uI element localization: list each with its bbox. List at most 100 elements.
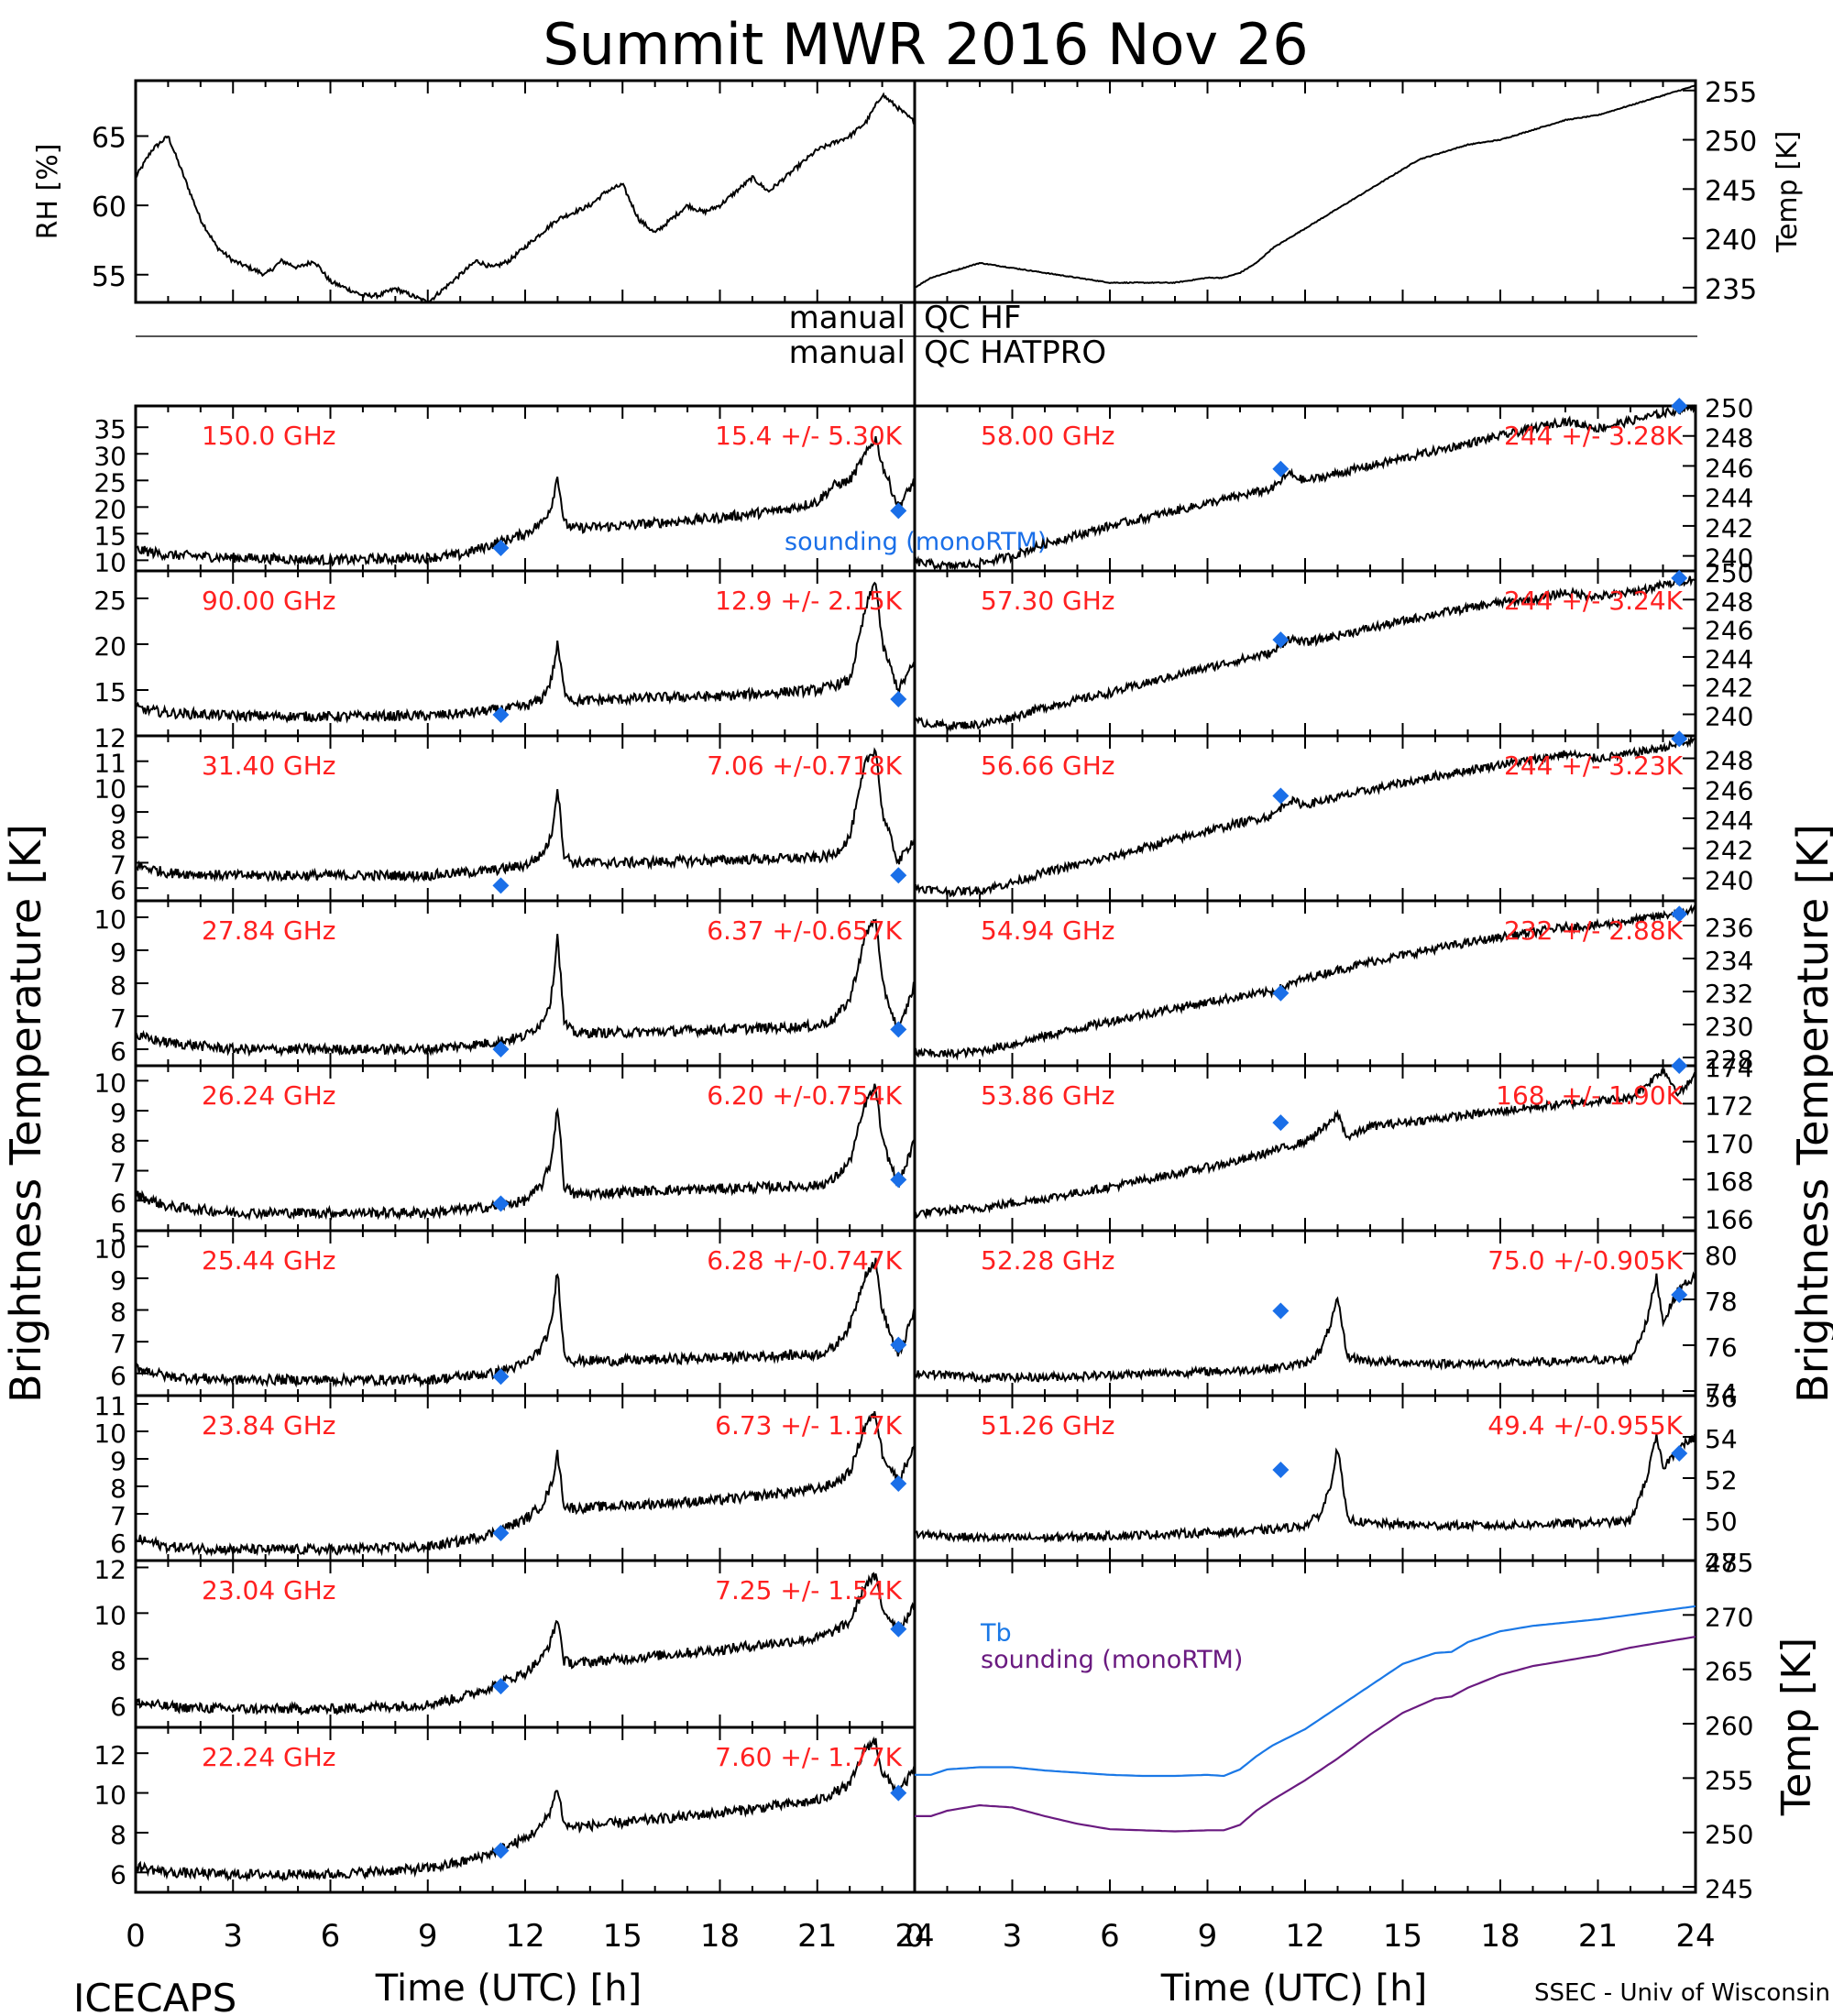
rh-y-tick-label: 65 xyxy=(92,123,126,155)
ch5126-frequency-label: 51.26 GHz xyxy=(981,1410,1115,1441)
ch5228-stats-label: 75.0 +/-0.905K xyxy=(1487,1245,1683,1276)
temp-y-tick-label: 245 xyxy=(1705,175,1757,207)
ch3140-y-tick-label: 10 xyxy=(93,773,126,804)
ch5800-sounding-marker xyxy=(1272,460,1290,477)
ch5800-y-tick-label: 242 xyxy=(1705,513,1753,543)
ch5730-sounding-marker xyxy=(1272,631,1290,649)
ch5666-frequency-label: 56.66 GHz xyxy=(981,751,1115,781)
ch5730-y-tick-label: 240 xyxy=(1705,702,1753,732)
blackbody-y-tick-label: 245 xyxy=(1705,1874,1753,1904)
ch2624-y-tick-label: 8 xyxy=(110,1128,126,1158)
ch2304-y-tick-label: 6 xyxy=(110,1692,126,1722)
blackbody-y-tick-label: 270 xyxy=(1705,1602,1753,1632)
ch5730-trace-0 xyxy=(914,575,1696,733)
ch2784-sounding-marker xyxy=(492,1041,510,1057)
ch2384-y-tick-label: 7 xyxy=(110,1501,126,1531)
ch5228-y-tick-label: 76 xyxy=(1705,1332,1738,1363)
qc-label-row1-left: manual xyxy=(789,300,906,336)
x-tick-label-right: 0 xyxy=(905,1918,925,1955)
ch5730-frequency-label: 57.30 GHz xyxy=(981,586,1115,616)
ch2384-trace-0 xyxy=(135,1410,916,1557)
ch2384-sounding-marker xyxy=(492,1525,510,1541)
ch90-sounding-marker xyxy=(890,691,907,707)
ch5666-y-tick-label: 240 xyxy=(1705,865,1753,895)
ch2624-y-tick-label: 7 xyxy=(110,1158,126,1189)
ch2224-y-tick-label: 12 xyxy=(93,1740,126,1770)
ch5126-y-tick-label: 48 xyxy=(1705,1548,1738,1578)
ch2784-sounding-marker xyxy=(890,1021,907,1038)
ch5228-y-tick-label: 78 xyxy=(1705,1287,1738,1317)
x-tick-label-left: 24 xyxy=(895,1918,934,1955)
ch5494-sounding-marker xyxy=(1272,984,1290,1002)
ch2784-y-tick-label: 6 xyxy=(110,1036,126,1067)
x-tick-label-right: 24 xyxy=(1675,1918,1715,1955)
ch5800-y-tick-label: 240 xyxy=(1705,543,1753,574)
ch5730-y-tick-label: 250 xyxy=(1705,558,1753,588)
ch5228-frequency-label: 52.28 GHz xyxy=(981,1245,1115,1276)
ch3140-sounding-marker xyxy=(492,877,510,894)
x-tick-label-left: 21 xyxy=(797,1918,837,1955)
ch5800-y-tick-label: 246 xyxy=(1705,453,1753,483)
rh-y-axis-label: RH [%] xyxy=(32,144,64,240)
ch2624-sounding-marker xyxy=(492,1195,510,1212)
ch90-frequency-label: 90.00 GHz xyxy=(202,586,336,616)
ch2544-frequency-label: 25.44 GHz xyxy=(202,1245,336,1276)
ch2304-y-tick-label: 8 xyxy=(110,1646,126,1676)
ch2624-y-tick-label: 10 xyxy=(93,1068,126,1098)
blackbody-y-tick-label: 265 xyxy=(1705,1657,1753,1687)
ch3140-sounding-marker xyxy=(890,867,907,884)
legend-blackbody-hf: sounding (monoRTM) xyxy=(981,1646,1243,1674)
ch2544-trace-0 xyxy=(135,1257,916,1388)
ch90-y-tick-label: 25 xyxy=(93,586,126,616)
ch2624-y-tick-label: 6 xyxy=(110,1188,126,1218)
ch5800-y-tick-label: 244 xyxy=(1705,483,1753,513)
ch2784-y-tick-label: 8 xyxy=(110,970,126,1001)
ch3140-y-tick-label: 11 xyxy=(93,749,126,779)
blackbody-y-tick-label: 250 xyxy=(1705,1820,1753,1850)
ch2544-y-tick-label: 8 xyxy=(110,1298,126,1328)
ch5666-y-tick-label: 248 xyxy=(1705,746,1753,776)
ch2224-sounding-marker xyxy=(492,1842,510,1859)
x-tick-label-left: 18 xyxy=(700,1918,740,1955)
ch5126-y-tick-label: 54 xyxy=(1705,1424,1738,1454)
ch5386-y-tick-label: 166 xyxy=(1705,1205,1753,1235)
ch2784-y-tick-label: 7 xyxy=(110,1003,126,1034)
x-tick-label-left: 12 xyxy=(505,1918,544,1955)
ch90-y-tick-label: 20 xyxy=(93,631,126,662)
legend-blackbody-hatpro: Tb xyxy=(980,1619,1012,1648)
ch150-y-tick-label: 25 xyxy=(93,467,126,498)
ch5494-trace-0 xyxy=(914,904,1696,1061)
ch2384-y-tick-label: 9 xyxy=(110,1446,126,1476)
blackbody-y-tick-label: 255 xyxy=(1705,1765,1753,1795)
x-tick-label-left: 9 xyxy=(418,1918,438,1955)
qc-label-row2-left: manual xyxy=(789,334,906,371)
temp-y-tick-label: 255 xyxy=(1705,77,1757,109)
ch5666-trace-0 xyxy=(914,737,1696,898)
ch5386-trace-0 xyxy=(914,1068,1696,1220)
ch2624-sounding-marker xyxy=(890,1171,907,1189)
ch2224-y-tick-label: 6 xyxy=(110,1859,126,1890)
ch5386-sounding-marker xyxy=(1272,1114,1290,1132)
ch2304-trace-0 xyxy=(135,1572,916,1715)
x-tick-label-right: 3 xyxy=(1003,1918,1023,1955)
ch5126-y-tick-label: 56 xyxy=(1705,1383,1738,1413)
ch5386-y-tick-label: 174 xyxy=(1705,1053,1753,1083)
ch90-y-tick-label: 15 xyxy=(93,677,126,707)
ch5494-sounding-marker xyxy=(1671,905,1688,923)
ch5666-y-tick-label: 244 xyxy=(1705,805,1753,836)
ch150-y-tick-label: 30 xyxy=(93,441,126,471)
ch3140-frequency-label: 31.40 GHz xyxy=(202,751,336,781)
ch5800-y-tick-label: 248 xyxy=(1705,423,1753,454)
ch5666-sounding-marker xyxy=(1272,787,1290,805)
ch3140-y-tick-label: 8 xyxy=(110,825,126,855)
ch2544-stats-label: 6.28 +/-0.747K xyxy=(707,1245,902,1276)
ch90-trace-0 xyxy=(135,581,916,724)
ch5228-sounding-marker xyxy=(1272,1302,1290,1320)
ch5228-y-tick-label: 80 xyxy=(1705,1241,1738,1271)
ch5730-stats-label: 244 +/- 3.24K xyxy=(1504,586,1684,616)
y-axis-left-label: Brightness Temperature [K] xyxy=(1,824,50,1403)
ch2624-y-tick-label: 9 xyxy=(110,1098,126,1128)
ch2544-y-tick-label: 6 xyxy=(110,1361,126,1391)
ch2224-stats-label: 7.60 +/- 1.77K xyxy=(715,1742,902,1772)
